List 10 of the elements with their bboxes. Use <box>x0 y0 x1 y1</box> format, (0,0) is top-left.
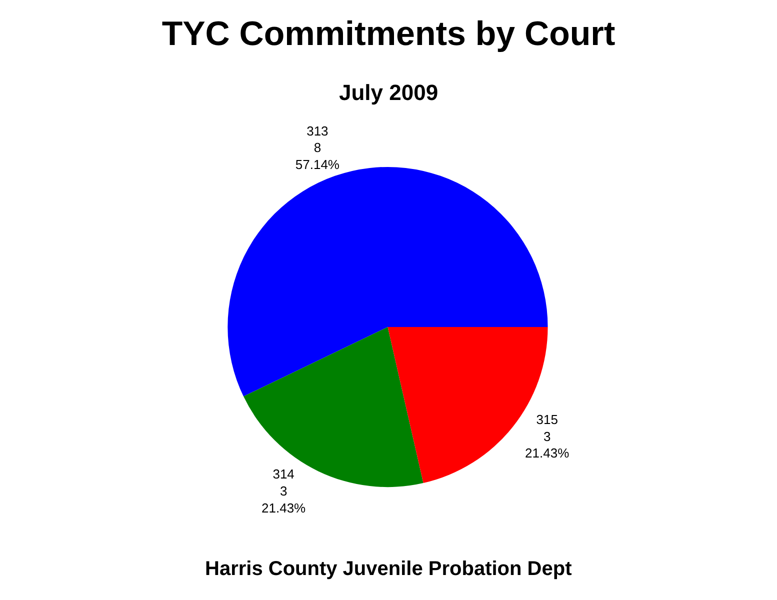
data-label: 8 57.14% <box>295 140 340 172</box>
data-label: 3 21.43% <box>525 428 570 461</box>
pie-slice <box>244 327 424 488</box>
slice-label: 315 <box>536 412 558 427</box>
data-label: 3 21.43% <box>262 484 306 516</box>
chart-title: TYC Commitments by Court <box>162 14 616 53</box>
chart-subtitle: July 2009 <box>339 80 438 105</box>
slice-label: 314 <box>272 466 294 482</box>
text: Harris County Juvenile Probation Dept <box>205 558 572 580</box>
slice-label: 313 <box>306 123 328 138</box>
